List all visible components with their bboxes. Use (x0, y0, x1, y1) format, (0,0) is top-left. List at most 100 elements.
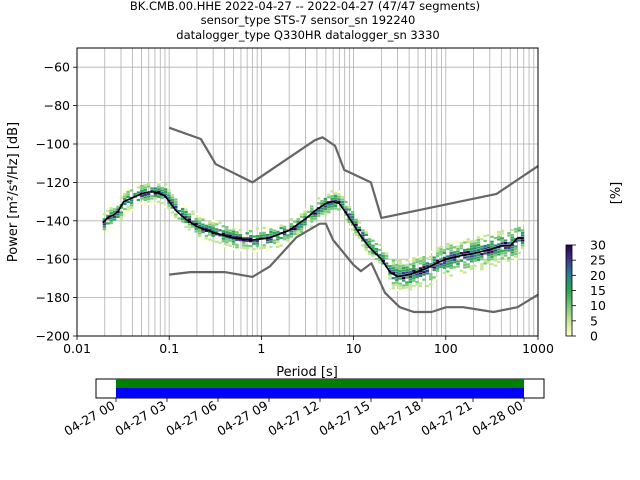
heatmap-cell (439, 265, 443, 268)
heatmap-cell (486, 246, 491, 249)
heatmap-cell (140, 187, 144, 190)
heatmap-cell (401, 264, 406, 267)
heatmap-cell (316, 214, 321, 217)
heatmap-cell (459, 259, 464, 262)
heatmap-cell (500, 257, 504, 260)
heatmap-cell (157, 200, 161, 203)
x-tick-label: 0.01 (63, 341, 91, 356)
heatmap-cell (486, 234, 491, 237)
heatmap-cell (442, 271, 447, 274)
heatmap-cell (497, 238, 501, 241)
heatmap-cell (160, 201, 164, 205)
heatmap-cell (466, 258, 470, 261)
heatmap-cell (463, 266, 467, 269)
heatmap-cell (109, 219, 113, 222)
heatmap-cell (157, 183, 161, 186)
heatmap-cell (456, 260, 460, 263)
heatmap-cell (231, 238, 236, 241)
heatmap-cell (350, 216, 355, 219)
heatmap-cell (384, 262, 389, 265)
heatmap-cell (119, 206, 124, 209)
heatmap-cell (435, 277, 440, 280)
y-tick-label: −200 (36, 329, 70, 344)
heatmap-cell (456, 250, 460, 253)
heatmap-cell (344, 200, 348, 204)
heatmap-cell (422, 256, 426, 259)
heatmap-cell (228, 239, 232, 242)
heatmap-cell (299, 223, 304, 226)
heatmap-cell (191, 220, 195, 223)
heatmap-cell (112, 215, 117, 218)
heatmap-cell (473, 257, 477, 260)
heatmap-cell (422, 273, 426, 276)
heatmap-cell (476, 246, 481, 249)
heatmap-cell (466, 263, 470, 266)
heatmap-cell (442, 264, 447, 267)
heatmap-cell (242, 236, 246, 240)
heatmap-cell (109, 207, 113, 210)
heatmap-cell (160, 189, 164, 192)
heatmap-cell (126, 205, 130, 208)
heatmap-cell (218, 234, 222, 237)
heatmap-cell (153, 187, 158, 190)
heatmap-cell (214, 233, 219, 236)
heatmap-cell (269, 230, 273, 234)
heatmap-cell (204, 229, 209, 232)
heatmap-cell (272, 232, 277, 235)
heatmap-cell (350, 213, 355, 216)
heatmap-cell (456, 262, 460, 266)
heatmap-cell (469, 260, 474, 263)
heatmap-cell (405, 266, 409, 269)
heatmap-cell (296, 228, 300, 231)
heatmap-cell (344, 205, 348, 209)
heatmap-cell (456, 245, 460, 248)
heatmap-cell (276, 243, 280, 246)
heatmap-cell (418, 262, 423, 265)
heatmap-cell (391, 284, 396, 287)
heatmap-cell (225, 228, 229, 231)
heatmap-cell (466, 250, 470, 254)
heatmap-cell (442, 256, 447, 259)
grid-lines (77, 48, 538, 337)
heatmap-cell (503, 254, 508, 257)
heatmap-cell (228, 237, 232, 240)
heatmap-cell (446, 270, 450, 273)
heatmap-cell (248, 237, 253, 240)
heatmap-cell (235, 233, 239, 236)
heatmap-cell (225, 243, 229, 246)
heatmap-cell (395, 268, 399, 272)
heatmap-cell (401, 286, 406, 290)
heatmap-cell (395, 271, 399, 274)
heatmap-cell (395, 278, 399, 282)
heatmap-cell (354, 231, 358, 234)
heatmap-cell (289, 217, 294, 221)
heatmap-cell (510, 253, 515, 257)
heatmap-cell (136, 183, 141, 187)
heatmap-cell (493, 251, 498, 255)
heatmap-cell (289, 232, 294, 236)
heatmap-cell (408, 258, 413, 261)
heatmap-cell (422, 278, 426, 281)
heatmap-cell (143, 186, 147, 189)
heatmap-cell (473, 254, 477, 257)
heatmap-cell (323, 200, 328, 203)
heatmap-cell (187, 223, 192, 226)
heatmap-cell (469, 242, 474, 245)
heatmap-cell (211, 232, 215, 235)
heatmap-cell (269, 238, 273, 241)
heatmap-cell (452, 246, 457, 249)
heatmap-cell (418, 267, 423, 270)
heatmap-cell (231, 233, 236, 236)
heatmap-cell (357, 229, 362, 232)
heatmap-cell (371, 254, 375, 257)
heatmap-cell (116, 208, 120, 211)
y-axis-label: Power [m²/s⁴/Hz] [dB] (6, 122, 21, 262)
heatmap-cell (259, 232, 263, 235)
heatmap-cell (126, 208, 130, 211)
heatmap-cell (405, 258, 409, 262)
plot-frame (76, 47, 539, 337)
heatmap-cell (194, 220, 198, 223)
heatmap-cell (228, 244, 232, 247)
heatmap-cell (493, 249, 498, 252)
heatmap-cell (395, 276, 399, 279)
